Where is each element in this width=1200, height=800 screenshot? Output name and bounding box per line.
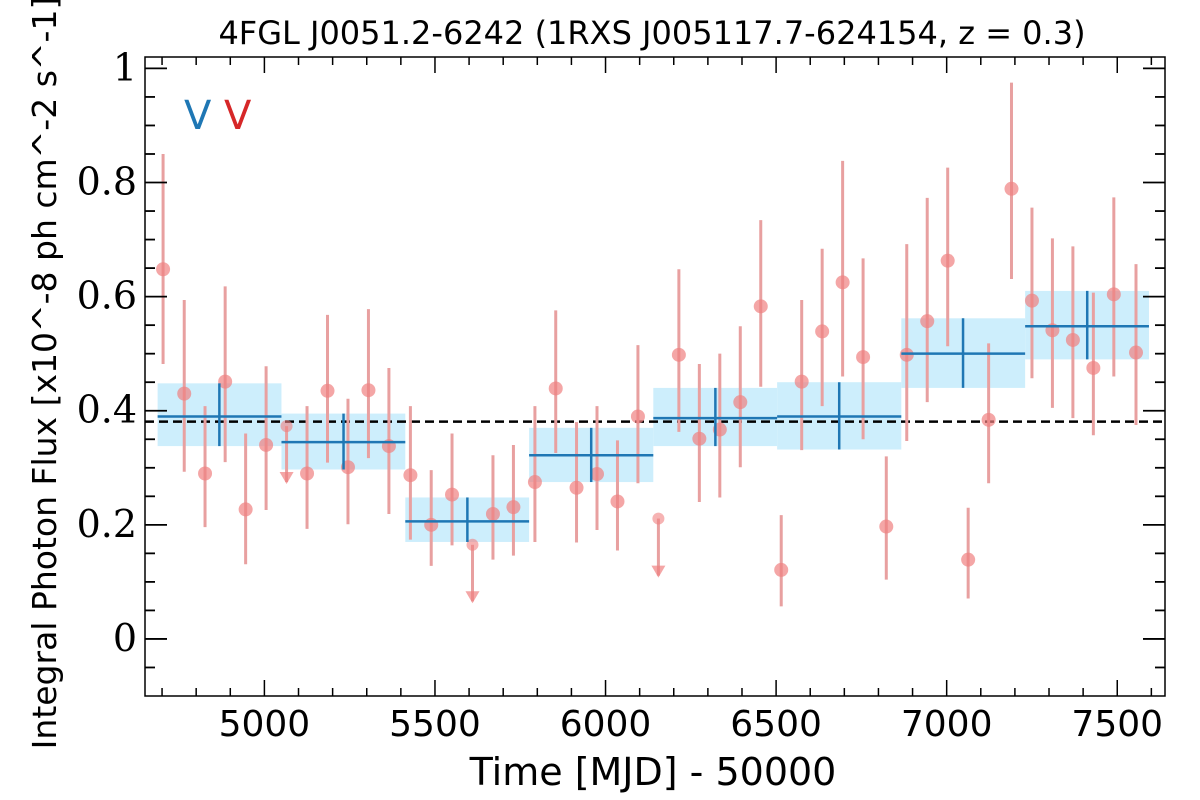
data-point <box>733 395 748 410</box>
x-axis-label: Time [MJD] - 50000 <box>469 750 837 794</box>
y-tick-label: 0.2 <box>77 502 137 546</box>
data-point <box>548 381 563 396</box>
upper-limit-arrow-head <box>279 472 294 485</box>
data-point <box>527 475 542 490</box>
x-tick-label: 5000 <box>219 704 311 745</box>
annotation-v-blue: V <box>184 93 212 139</box>
data-point <box>692 431 707 446</box>
upper-limit-marker <box>652 512 665 525</box>
x-tick-label: 6000 <box>560 704 652 745</box>
data-point <box>1129 345 1144 360</box>
plot-area: 5000 5500 6000 6500 7000 7500 0 0.2 0.4 0.6 0.8 1 <box>77 45 1166 745</box>
data-point <box>774 562 789 577</box>
x-tick-label: 7500 <box>1071 704 1163 745</box>
data-point <box>590 467 605 482</box>
x-tick-label: 6500 <box>730 704 822 745</box>
y-tick-label: 0.4 <box>77 388 137 432</box>
data-point <box>1086 360 1101 375</box>
data-point <box>940 253 955 268</box>
data-point <box>218 374 233 389</box>
data-point <box>445 487 460 502</box>
annotation-v-red: V <box>224 93 252 139</box>
x-tick-label: 7000 <box>901 704 993 745</box>
data-point <box>259 437 274 452</box>
data-point <box>671 347 686 362</box>
data-point <box>1065 332 1080 347</box>
data-point <box>1004 181 1019 196</box>
data-point <box>920 314 935 329</box>
data-point <box>794 374 809 389</box>
data-point <box>1024 293 1039 308</box>
y-tick-label: 0.8 <box>77 160 137 204</box>
data-point <box>961 552 976 567</box>
data-point <box>815 324 830 339</box>
y-tick-label: 0.6 <box>77 274 137 318</box>
upper-limit-marker <box>466 538 479 551</box>
plot-frame <box>144 56 1166 697</box>
data-point <box>320 383 335 398</box>
data-point <box>300 466 315 481</box>
y-axis-label: Integral Photon Flux [x10^-8 ph cm^-2 s^… <box>25 0 64 749</box>
data-point <box>610 494 625 509</box>
data-point <box>361 383 376 398</box>
data-point <box>238 502 253 517</box>
data-point <box>981 412 996 427</box>
y-tick-label: 1 <box>113 45 137 89</box>
data-point <box>1106 287 1121 302</box>
data-point <box>569 480 584 495</box>
upper-limit-arrow-head <box>465 591 480 604</box>
upper-limit-arrow-head <box>651 565 666 578</box>
data-point <box>485 506 500 521</box>
data-point <box>198 466 213 481</box>
data-point <box>177 386 192 401</box>
data-point <box>506 500 521 515</box>
data-point <box>156 262 171 277</box>
x-tick-label: 5500 <box>389 704 481 745</box>
data-point <box>630 409 645 424</box>
y-tick-label: 0 <box>113 616 137 660</box>
data-point <box>879 519 894 534</box>
data-point <box>403 468 418 483</box>
data-point <box>753 299 768 314</box>
chart-title: 4FGL J0051.2-6242 (1RXS J005117.7-624154… <box>218 14 1085 52</box>
upper-limit-marker <box>280 420 293 433</box>
data-point <box>856 350 871 365</box>
data-point <box>424 517 439 532</box>
data-point <box>835 275 850 290</box>
